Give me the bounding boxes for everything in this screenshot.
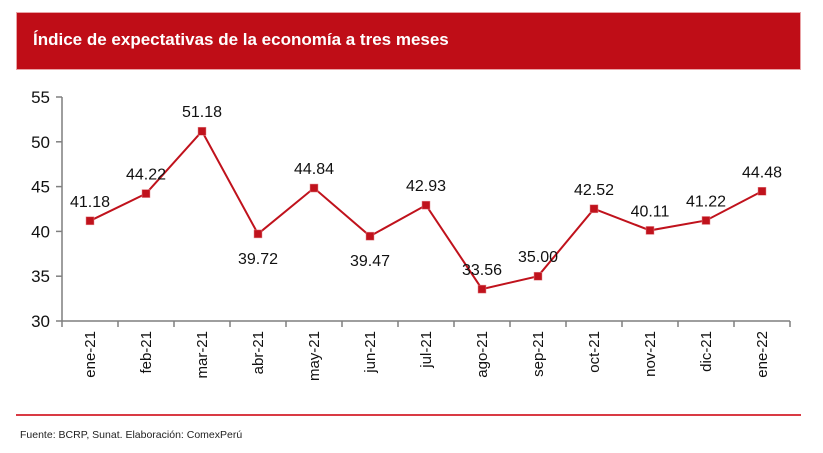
x-tick-label: oct-21 — [586, 331, 603, 373]
data-label: 39.72 — [238, 251, 278, 268]
x-tick-label: jul-21 — [418, 331, 435, 369]
x-tick-label: feb-21 — [138, 331, 155, 374]
x-tick-label: mar-21 — [194, 331, 211, 379]
data-label: 40.11 — [631, 203, 670, 220]
data-labels: 41.18 44.22 51.18 39.72 44.84 39.47 42.93 33.56… — [70, 104, 782, 279]
data-label: 33.56 — [462, 262, 502, 279]
line-chart: 30 35 40 45 50 55 ene-21 feb-21 mar-21 abr-21 may… — [31, 88, 791, 381]
data-point-marker — [309, 183, 319, 193]
x-tick-label: ago-21 — [474, 331, 491, 378]
data-point-marker — [477, 284, 487, 294]
data-label: 44.84 — [294, 161, 334, 178]
data-label: 42.93 — [406, 178, 446, 195]
data-label: 39.47 — [350, 253, 390, 270]
data-label: 35.00 — [518, 249, 558, 266]
chart-title: Índice de expectativas de la economía a … — [33, 30, 449, 49]
x-tick-label: ene-21 — [82, 331, 99, 378]
x-axis: ene-21 feb-21 mar-21 abr-21 may-21 jun-21 jul-… — [61, 320, 791, 381]
x-tick-label: sep-21 — [530, 331, 547, 377]
data-point-marker — [197, 126, 207, 136]
footer-divider — [16, 414, 801, 416]
data-point-marker — [85, 216, 95, 226]
data-point-marker — [701, 216, 711, 225]
x-tick-label: ene-22 — [754, 331, 771, 378]
source-note: Fuente: BCRP, Sunat. Elaboración: ComexP… — [20, 429, 243, 441]
data-label: 42.52 — [574, 182, 614, 199]
y-tick-label: 55 — [31, 88, 50, 107]
x-tick-label: dic-21 — [698, 331, 715, 372]
x-tick-label: may-21 — [306, 331, 323, 381]
data-label: 44.22 — [126, 167, 166, 184]
chart-title-banner: Índice de expectativas de la economía a … — [16, 12, 801, 70]
y-axis: 30 35 40 45 50 55 — [31, 88, 63, 331]
x-tick-label: jun-21 — [362, 331, 379, 374]
data-point-marker — [421, 200, 431, 210]
y-tick-label: 40 — [31, 222, 50, 241]
y-tick-label: 50 — [31, 133, 50, 152]
y-tick-label: 45 — [31, 178, 50, 197]
data-point-marker — [645, 226, 655, 235]
data-point-marker — [141, 189, 151, 198]
data-label: 44.48 — [742, 164, 782, 181]
y-tick-label: 35 — [31, 267, 50, 286]
x-tick-label: nov-21 — [642, 331, 659, 377]
data-point-marker — [533, 271, 543, 281]
data-point-marker — [365, 231, 375, 241]
data-label: 41.22 — [686, 193, 726, 210]
series-line — [85, 126, 767, 294]
y-tick-label: 30 — [31, 312, 50, 331]
data-label: 51.18 — [182, 104, 222, 121]
data-point-marker — [253, 229, 263, 239]
x-tick-label: abr-21 — [250, 331, 267, 374]
data-point-marker — [589, 204, 599, 214]
data-label: 41.18 — [70, 194, 110, 211]
data-point-marker — [757, 187, 767, 196]
